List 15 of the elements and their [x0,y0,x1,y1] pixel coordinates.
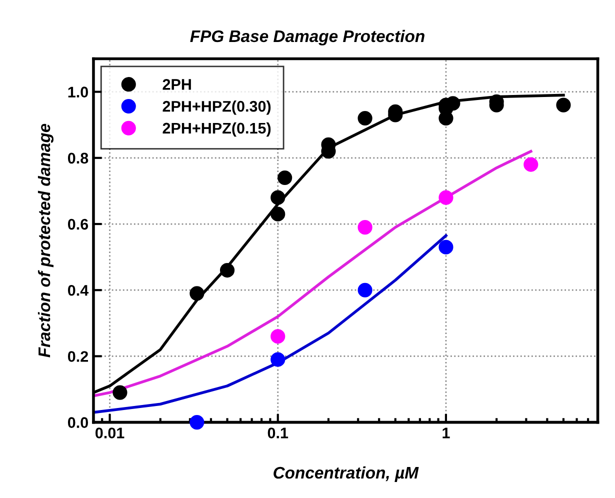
legend-label: 2PH+HPZ(0.30) [162,100,271,115]
chart-title: FPG Base Damage Protection [190,30,424,46]
y-axis-title: Fraction of protected damage [38,124,54,358]
y-tick-label: 0.0 [68,417,88,428]
x-axis-title: Concentration, µM [274,466,419,482]
y-tick-label: 1.0 [68,86,88,98]
legend-label: 2PH [162,79,191,90]
y-tick-label: 0.4 [68,284,89,296]
y-tick-label: 0.2 [68,351,88,362]
x-tick-label: 0.1 [268,428,288,438]
x-tick-label: 1 [442,428,450,438]
y-tick-label: 0.8 [68,152,88,164]
legend-label: 2PH+HPZ(0.15) [162,122,271,137]
x-tick-label: 0.01 [96,428,124,438]
y-tick-label: 0.6 [68,218,88,230]
